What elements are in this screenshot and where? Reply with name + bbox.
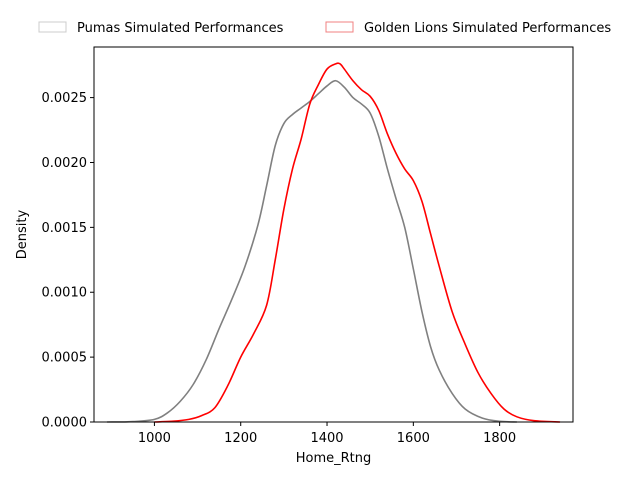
x-axis-label: Home_Rtng: [296, 451, 372, 466]
y-tick-label: 0.0005: [42, 351, 88, 366]
y-axis-label: Density: [15, 209, 30, 259]
y-tick-label: 0.0025: [42, 91, 88, 106]
plot-frame: [93, 46, 574, 423]
x-tick-label: 1200: [224, 431, 257, 446]
x-axis: 1000 1200 1400 1600 1800: [138, 422, 516, 446]
y-tick-label: 0.0000: [42, 416, 88, 431]
x-tick-label: 1600: [397, 431, 430, 446]
y-tick-label: 0.0015: [42, 221, 88, 236]
density-line-1: [106, 79, 517, 423]
legend-label: Pumas Simulated Performances: [77, 21, 284, 36]
y-axis: 0.0000 0.0005 0.0010 0.0015 0.0020 0.0025: [42, 91, 94, 431]
x-tick-label: 1400: [310, 431, 343, 446]
y-tick-label: 0.0010: [42, 286, 88, 301]
y-tick-label: 0.0020: [42, 156, 88, 171]
legend-swatch: [325, 21, 354, 33]
x-tick-label: 1000: [138, 431, 171, 446]
x-tick-label: 1800: [483, 431, 516, 446]
density-line-2: [154, 62, 561, 423]
legend: Pumas Simulated Performances Golden Lions…: [38, 21, 611, 36]
legend-label: Golden Lions Simulated Performances: [364, 21, 611, 36]
density-curves: [106, 62, 561, 423]
legend-swatch: [38, 21, 67, 33]
